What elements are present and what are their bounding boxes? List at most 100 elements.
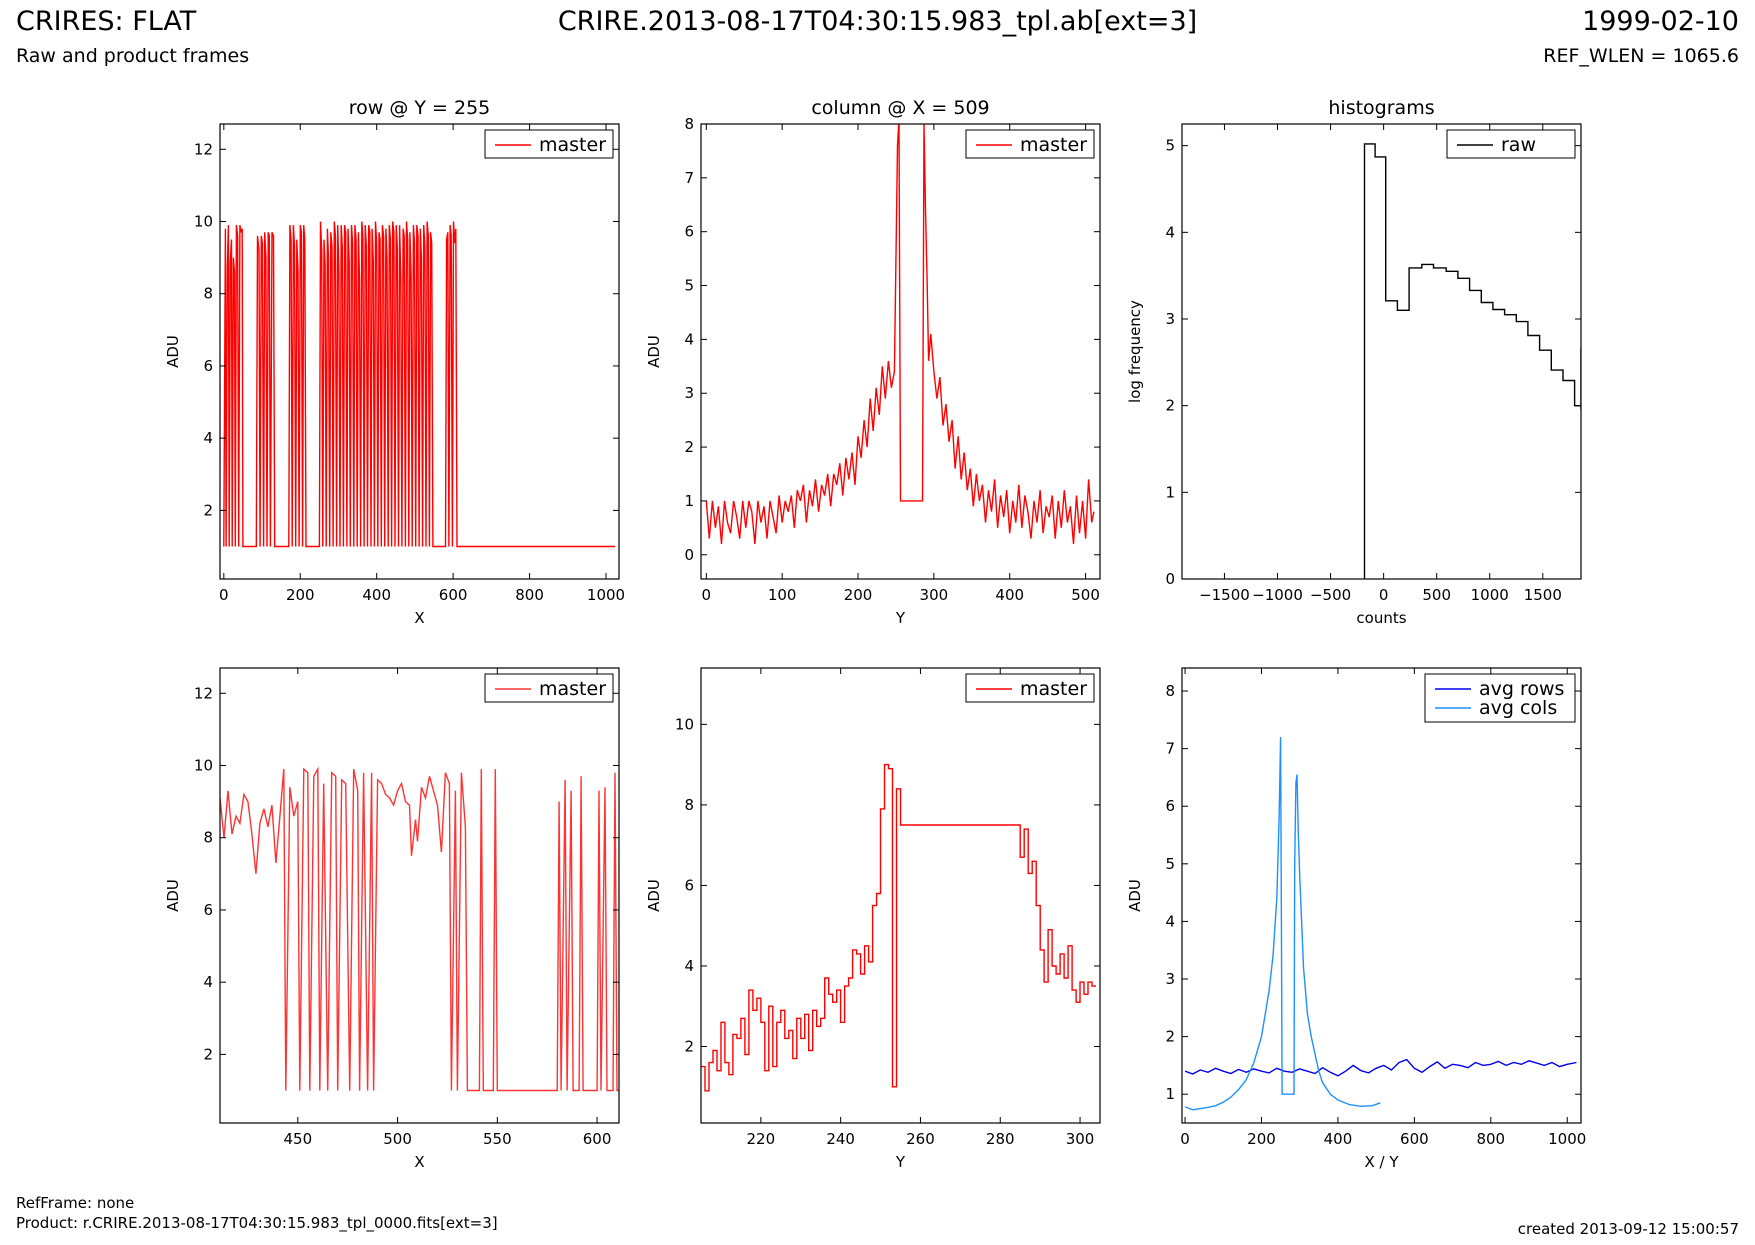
y-tick-label: 10 (194, 213, 213, 231)
observation-date: 1999-02-10 (1582, 6, 1739, 37)
x-tick-label: 800 (1476, 1130, 1505, 1148)
legend-box (1446, 129, 1576, 159)
page-subtitle: Raw and product frames (16, 45, 250, 67)
x-tick-label: 0 (1379, 586, 1389, 604)
chart-column-zoom: 220 240 260 280 300 2 4 6 8 10 Y ADU master (645, 667, 1101, 1171)
series-line-avg-cols (1184, 737, 1381, 1111)
legend-label: avg rows (1479, 678, 1564, 700)
y-tick-label: 2 (684, 1037, 694, 1055)
y-tick-label: 6 (684, 876, 694, 894)
x-tick-label: 800 (515, 586, 544, 604)
y-tick-label: 12 (194, 684, 213, 702)
y-tick-label: 3 (1165, 970, 1175, 988)
legend-box (965, 129, 1095, 159)
x-tick-label: 500 (1422, 586, 1451, 604)
y-tick-label: 3 (1165, 310, 1175, 328)
series-line-master (705, 124, 1095, 545)
series-group (1363, 143, 1581, 579)
y-tick-label: 1 (1165, 1085, 1175, 1103)
x-tick-label: 1000 (1548, 1130, 1586, 1148)
x-tick-label: −1500 (1199, 586, 1250, 604)
x-tick-label: 450 (283, 1130, 312, 1148)
y-tick-label: 1 (684, 492, 694, 510)
y-tick-label: 10 (194, 757, 213, 775)
x-tick-label: 0 (1180, 1130, 1190, 1148)
x-axis-label: Y (895, 1153, 906, 1171)
series-line-master (223, 221, 616, 548)
x-tick-label: 1000 (1471, 586, 1509, 604)
y-tick-label: 0 (684, 546, 694, 564)
x-tick-label: 0 (219, 586, 229, 604)
plot-frame (219, 123, 620, 580)
y-tick-label: 4 (684, 330, 694, 348)
legend: master (965, 673, 1095, 703)
series-line-master (701, 763, 1096, 1092)
y-tick-label: 2 (1165, 1028, 1175, 1046)
series-line-master (220, 766, 619, 1092)
y-axis-label: log frequency (1126, 300, 1144, 403)
x-tick-label: 400 (1324, 1130, 1353, 1148)
y-tick-label: 5 (1165, 137, 1175, 155)
y-axis-label: ADU (164, 335, 182, 368)
series-group (701, 763, 1096, 1092)
legend-label: master (539, 134, 606, 156)
legend-box (484, 673, 614, 703)
chart-row-zoom: 450 500 550 600 2 4 6 8 10 12 X ADU master (164, 667, 620, 1171)
y-tick-label: 8 (684, 115, 694, 133)
plot-frame (1181, 667, 1582, 1124)
y-tick-label: 4 (203, 973, 213, 991)
series-group (220, 766, 619, 1092)
y-tick-label: 5 (1165, 855, 1175, 873)
chart-title: row @ Y = 255 (349, 97, 491, 119)
x-tick-label: 500 (383, 1130, 412, 1148)
product-label: Product: r.CRIRE.2013-08-17T04:30:15.983… (16, 1214, 498, 1232)
y-tick-label: 4 (684, 957, 694, 975)
y-tick-label: 10 (675, 715, 694, 733)
chart-row: 0 200 400 600 800 1000 2 4 6 8 10 12 row @ Y = 255 X A… (164, 97, 625, 627)
x-axis-label: Y (895, 609, 906, 627)
y-tick-label: 5 (684, 277, 694, 295)
x-tick-label: 260 (906, 1130, 935, 1148)
y-tick-label: 8 (203, 285, 213, 303)
x-tick-label: 1500 (1524, 586, 1562, 604)
x-axis-label: counts (1356, 609, 1406, 627)
legend-label: master (1020, 678, 1087, 700)
chart-title: histograms (1328, 97, 1434, 119)
y-tick-label: 6 (1165, 797, 1175, 815)
x-tick-label: 200 (1247, 1130, 1276, 1148)
series-line-avg-rows (1184, 1058, 1577, 1077)
series-line-raw (1363, 143, 1581, 579)
y-tick-label: 4 (203, 429, 213, 447)
x-tick-label: 200 (286, 586, 315, 604)
y-tick-label: 8 (1165, 682, 1175, 700)
y-tick-label: 6 (203, 357, 213, 375)
x-tick-label: 400 (362, 586, 391, 604)
x-tick-label: 600 (439, 586, 468, 604)
legend: master (965, 129, 1095, 159)
y-tick-label: 2 (203, 1045, 213, 1063)
y-tick-label: 7 (1165, 740, 1175, 758)
reference-wavelength: REF_WLEN = 1065.6 (1543, 45, 1739, 67)
series-group (223, 221, 616, 548)
x-tick-label: 280 (986, 1130, 1015, 1148)
y-axis-label: ADU (645, 879, 663, 912)
x-tick-label: 200 (844, 586, 873, 604)
y-tick-label: 4 (1165, 223, 1175, 241)
y-tick-label: 6 (684, 223, 694, 241)
y-tick-label: 8 (684, 796, 694, 814)
x-tick-label: 240 (826, 1130, 855, 1148)
x-tick-label: 220 (747, 1130, 776, 1148)
y-tick-label: 3 (684, 384, 694, 402)
plot-frame (700, 667, 1101, 1124)
x-tick-label: 100 (768, 586, 797, 604)
x-tick-label: 600 (1400, 1130, 1429, 1148)
created-timestamp: created 2013-09-12 15:00:57 (1517, 1220, 1739, 1238)
legend-box (965, 673, 1095, 703)
y-tick-label: 1 (1165, 483, 1175, 501)
plot-frame (219, 667, 620, 1124)
y-tick-label: 2 (203, 501, 213, 519)
y-axis-label: ADU (164, 879, 182, 912)
y-tick-label: 2 (1165, 397, 1175, 415)
legend-box (484, 129, 614, 159)
